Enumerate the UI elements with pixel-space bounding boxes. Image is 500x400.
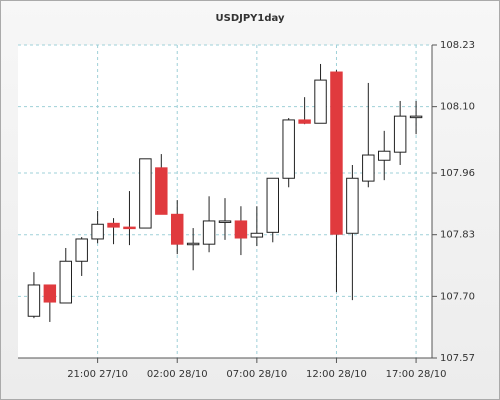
candle-body xyxy=(123,226,136,230)
candle-body xyxy=(59,260,73,304)
y-tick-label: 108.10 xyxy=(440,102,475,113)
y-tick-label: 107.70 xyxy=(440,291,475,302)
candle-body xyxy=(218,220,232,223)
y-tick-label: 107.57 xyxy=(440,353,475,364)
y-tick-label: 108.23 xyxy=(440,40,475,51)
candle-body xyxy=(298,119,311,124)
x-tick-label: 17:00 28/10 xyxy=(386,369,447,380)
candle-body xyxy=(186,242,200,246)
y-tick-label: 107.83 xyxy=(440,230,475,241)
candle-body xyxy=(107,222,120,228)
x-tick-label: 12:00 28/10 xyxy=(306,369,367,380)
candle-body xyxy=(330,71,343,235)
candle-body xyxy=(377,150,391,161)
candle-body xyxy=(202,220,216,245)
candle-body xyxy=(314,79,327,124)
candle-body xyxy=(170,213,184,245)
candle-body xyxy=(43,284,57,303)
candle-body xyxy=(393,115,407,153)
candle-body xyxy=(250,232,264,238)
x-tick-label: 07:00 28/10 xyxy=(226,369,287,380)
x-tick-label: 02:00 28/10 xyxy=(147,369,208,380)
candle-body xyxy=(234,220,248,239)
candle-body xyxy=(155,167,168,215)
candle-body xyxy=(27,284,41,317)
candle-body xyxy=(91,223,104,240)
candle-body xyxy=(282,119,295,179)
x-tick-label: 21:00 27/10 xyxy=(67,369,128,380)
chart-title: USDJPY1day xyxy=(216,13,285,24)
candle-body xyxy=(409,115,423,119)
candle-body xyxy=(266,177,280,233)
y-tick-label: 107.96 xyxy=(440,168,475,179)
candle-body xyxy=(139,158,152,229)
candles xyxy=(27,63,423,322)
candle-body xyxy=(362,154,375,182)
candle-body xyxy=(75,238,88,262)
candle-body xyxy=(346,177,359,234)
